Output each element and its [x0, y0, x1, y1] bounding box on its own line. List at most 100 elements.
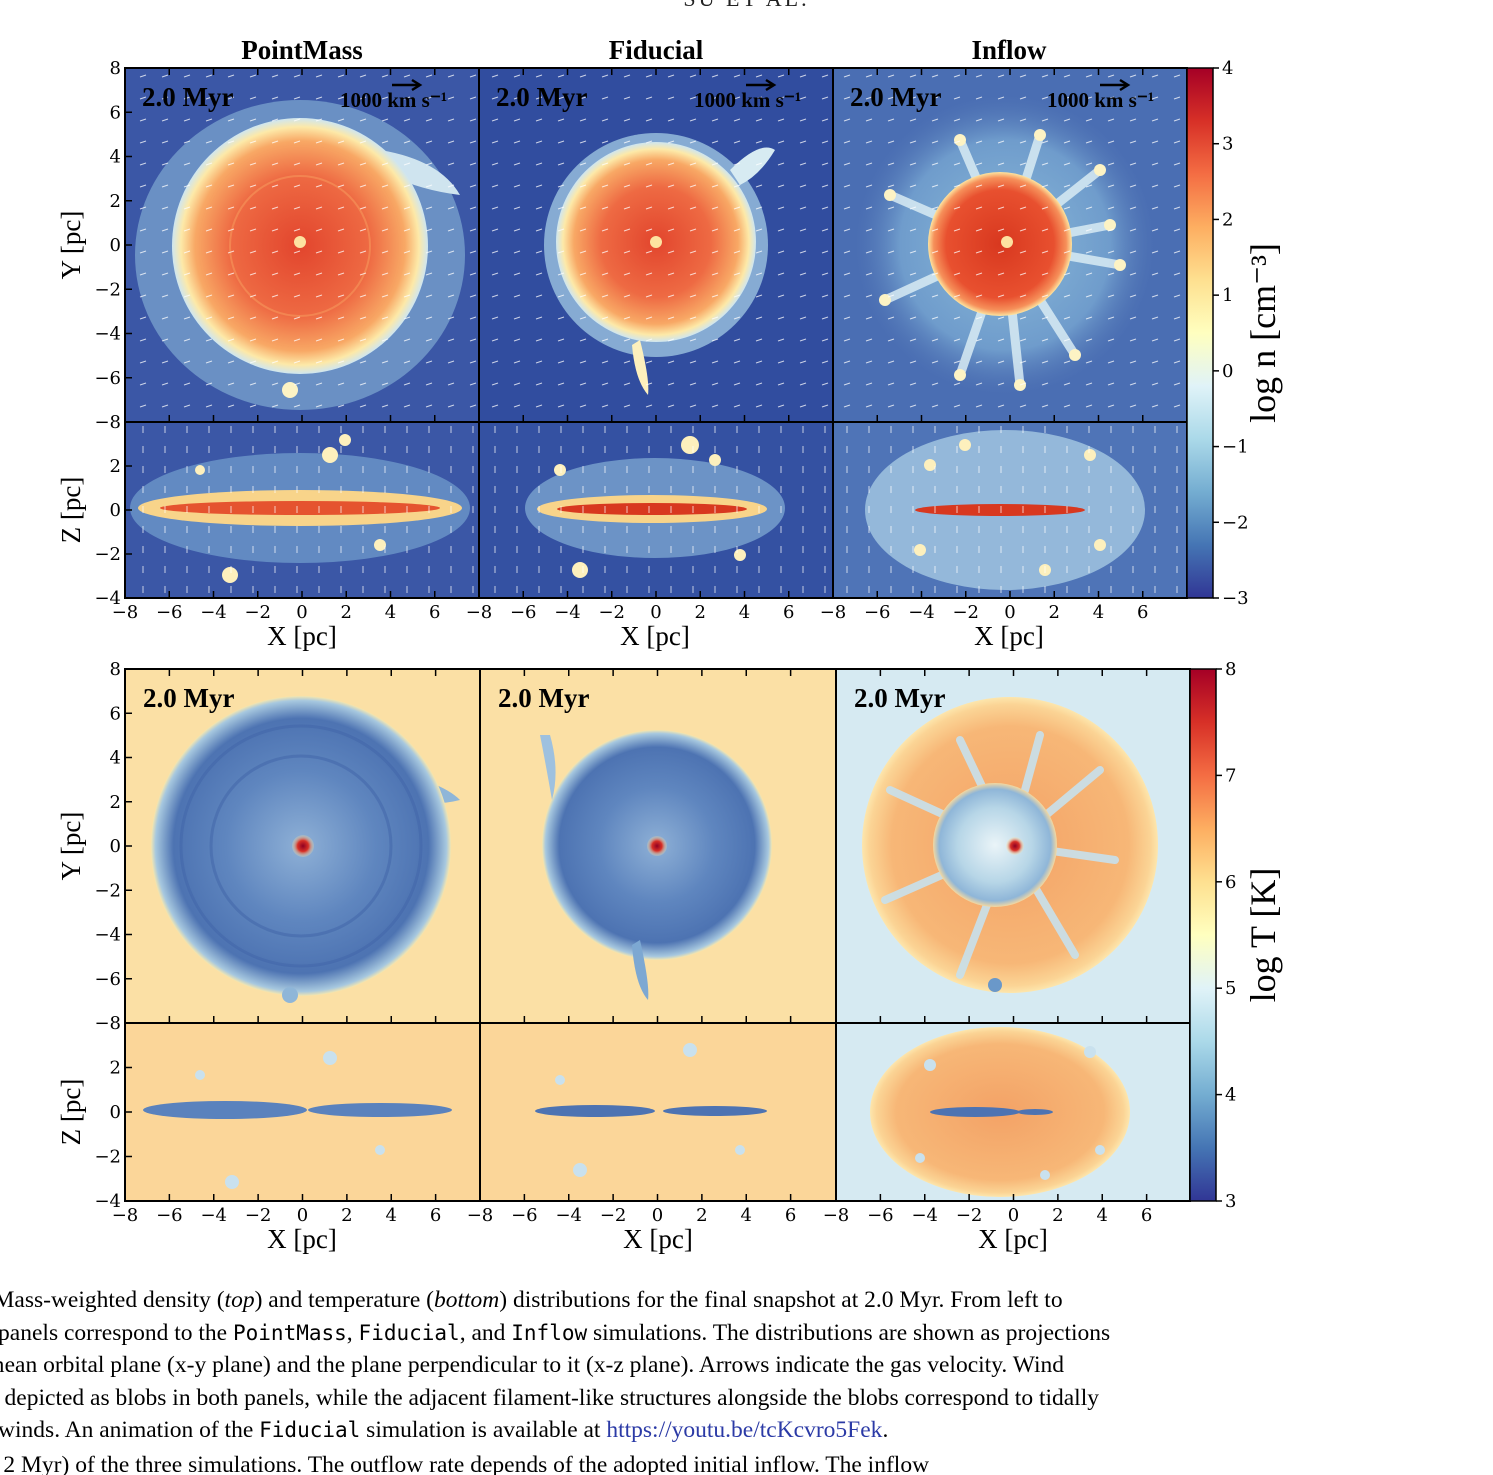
temperature-xy-inflow	[836, 669, 1190, 1023]
x-tick-label: −6	[156, 602, 183, 623]
caption-code: Fiducial	[358, 1320, 460, 1345]
x-tick-label: −2	[598, 602, 625, 623]
figure: PointMass Fiducial Inflow	[56, 35, 1283, 1254]
y-tick-label: −2	[94, 279, 121, 300]
y-tick-label: 8	[110, 659, 121, 680]
x-tick-label: 4	[741, 1205, 752, 1226]
x-axis-label: X [pc]	[267, 1224, 337, 1254]
animation-link[interactable]: https://youtu.be/tcKcvro5Fek	[606, 1417, 883, 1443]
x-tick-label: 0	[652, 1205, 663, 1226]
caption-text: ) distributions for the final snapshot a…	[499, 1287, 1063, 1313]
temperature-xz-inflow	[836, 1023, 1190, 1201]
temperature-colorbar	[1189, 668, 1217, 1202]
caption-code: Inflow	[511, 1320, 588, 1345]
y-tick-label: −8	[94, 412, 121, 433]
x-tick-label: 4	[1093, 602, 1104, 623]
column-title-inflow: Inflow	[971, 35, 1047, 65]
z-tick-label: 2	[110, 1058, 121, 1079]
y-tick-label: 0	[110, 235, 121, 256]
x-tick-label: −2	[600, 1205, 627, 1226]
density-xy-pointmass	[125, 68, 479, 422]
x-tick-label: 4	[1097, 1205, 1108, 1226]
x-tick-label: 0	[297, 1205, 308, 1226]
y-tick-label: 2	[110, 792, 121, 813]
y-axis-label: Y [pc]	[56, 211, 86, 280]
column-title-fiducial: Fiducial	[609, 35, 704, 65]
caption-code: Fiducial	[259, 1418, 361, 1442]
x-tick-label: 2	[696, 1205, 707, 1226]
y-tick-label: 0	[110, 836, 121, 857]
colorbar-tick-label: −3	[1222, 588, 1249, 609]
caption-text: e mean orbital plane (x-y plane) and the…	[0, 1352, 1065, 1378]
x-tick-label: −2	[956, 1205, 983, 1226]
y-tick-label: 4	[110, 147, 121, 168]
x-tick-label: −2	[952, 602, 979, 623]
colorbar-tick-label: 5	[1225, 978, 1236, 999]
caption-text: Mass-weighted density (	[0, 1287, 225, 1313]
x-axis-label: X [pc]	[978, 1224, 1048, 1254]
z-tick-label: −2	[94, 544, 121, 565]
colorbar-tick-label: 7	[1225, 765, 1236, 786]
y-tick-label: 6	[110, 102, 121, 123]
y-tick-label: 4	[110, 748, 121, 769]
colorbar-tick-label: 3	[1225, 1191, 1236, 1212]
y-tick-label: −2	[94, 880, 121, 901]
colorbar-tick-label: 2	[1222, 209, 1233, 230]
density-colorbar-label: log n [cm⁻³]	[1243, 243, 1283, 423]
caption-text: .	[882, 1417, 889, 1443]
y-tick-label: −4	[94, 324, 121, 345]
x-tick-label: 2	[341, 1205, 352, 1226]
x-tick-label: 2	[341, 602, 352, 623]
density-xz-pointmass	[125, 422, 479, 598]
x-tick-label: 2	[1052, 1205, 1063, 1226]
temperature-xz-pointmass	[125, 1023, 480, 1201]
caption-text: top	[224, 1287, 255, 1313]
colorbar-tick-label: 4	[1225, 1085, 1236, 1106]
caption-text: ) and temperature (	[254, 1287, 434, 1313]
y-tick-label: −6	[94, 368, 121, 389]
x-axis-label: X [pc]	[974, 621, 1044, 651]
x-tick-label: 6	[785, 1205, 796, 1226]
density-xz-inflow	[833, 422, 1187, 598]
caption-text: ,	[346, 1319, 359, 1346]
x-tick-label: 6	[783, 602, 794, 623]
y-tick-label: −6	[94, 969, 121, 990]
density-colorbar	[1186, 67, 1214, 599]
x-tick-label: −4	[908, 602, 935, 623]
x-tick-label: −8	[466, 602, 493, 623]
caption-code: PointMass	[233, 1320, 347, 1345]
y-tick-label: 6	[110, 703, 121, 724]
time-label: 2.0 Myr	[142, 82, 233, 112]
x-tick-label: −4	[200, 602, 227, 623]
z-axis-label: Z [pc]	[56, 477, 86, 544]
x-tick-label: −6	[511, 1205, 538, 1226]
x-tick-label: −2	[245, 1205, 272, 1226]
running-header: SU ET AL.	[0, 0, 1493, 12]
velocity-scale-label: 1000 km s⁻¹	[694, 88, 801, 112]
x-tick-label: −2	[244, 602, 271, 623]
x-tick-label: 6	[1137, 602, 1148, 623]
temperature-xy-fiducial	[480, 669, 836, 1023]
velocity-scale-arrows	[392, 78, 1131, 92]
x-tick-label: −8	[820, 602, 847, 623]
z-tick-label: 0	[110, 500, 121, 521]
x-tick-label: −6	[156, 1205, 183, 1226]
caption-text: ed winds. An animation of the	[0, 1417, 254, 1443]
x-tick-label: 0	[296, 602, 307, 623]
z-tick-label: 0	[110, 1102, 121, 1123]
x-tick-label: 0	[1004, 602, 1015, 623]
x-tick-label: 6	[1141, 1205, 1152, 1226]
colorbar-tick-label: 4	[1222, 58, 1233, 79]
x-tick-label: 6	[430, 1205, 441, 1226]
y-tick-label: 2	[110, 191, 121, 212]
temperature-colorbar-label: log T [K]	[1243, 868, 1283, 1003]
x-tick-label: −8	[823, 1205, 850, 1226]
y-tick-label: −4	[94, 925, 121, 946]
figure-caption: 2. Mass-weighted density (top) and tempe…	[0, 1284, 1470, 1447]
caption-text: simulations. The distributions are shown…	[587, 1319, 1111, 1346]
y-tick-label: −8	[94, 1013, 121, 1034]
x-tick-label: −4	[554, 602, 581, 623]
column-title-pointmass: PointMass	[241, 35, 363, 65]
x-axis-label: X [pc]	[623, 1224, 693, 1254]
density-xy-inflow	[833, 68, 1187, 422]
